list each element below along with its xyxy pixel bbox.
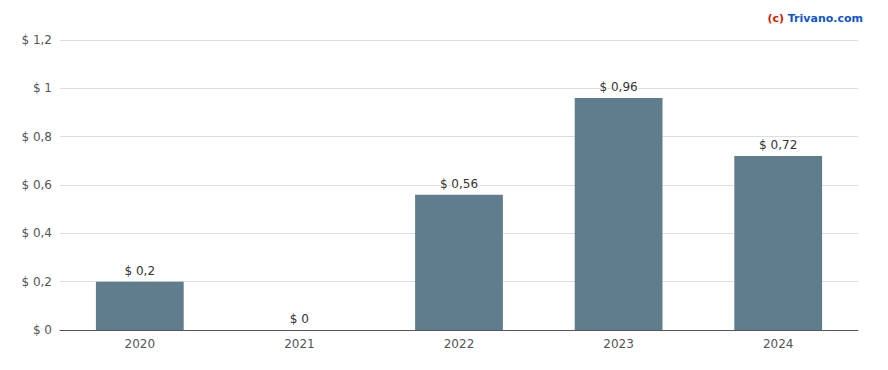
svg-text:2021: 2021 bbox=[284, 337, 315, 351]
svg-text:$ 0,56: $ 0,56 bbox=[440, 177, 478, 191]
svg-text:Trivano.com: Trivano.com bbox=[788, 12, 863, 25]
svg-text:2022: 2022 bbox=[444, 337, 475, 351]
svg-text:$ 1,2: $ 1,2 bbox=[21, 33, 52, 47]
svg-text:$ 1: $ 1 bbox=[33, 81, 52, 95]
svg-text:$ 0: $ 0 bbox=[290, 312, 309, 326]
svg-text:2023: 2023 bbox=[603, 337, 634, 351]
svg-text:2024: 2024 bbox=[763, 337, 794, 351]
svg-text:$ 0,8: $ 0,8 bbox=[21, 130, 52, 144]
svg-text:$ 0,2: $ 0,2 bbox=[125, 264, 156, 278]
svg-text:$ 0: $ 0 bbox=[33, 323, 52, 337]
svg-text:(c): (c) bbox=[767, 12, 784, 25]
svg-text:$ 0,6: $ 0,6 bbox=[21, 178, 52, 192]
svg-text:$ 0,2: $ 0,2 bbox=[21, 275, 52, 289]
svg-text:$ 0,4: $ 0,4 bbox=[21, 226, 52, 240]
svg-text:$ 0,72: $ 0,72 bbox=[759, 138, 797, 152]
svg-text:2020: 2020 bbox=[125, 337, 156, 351]
svg-text:$ 0,96: $ 0,96 bbox=[600, 80, 638, 94]
